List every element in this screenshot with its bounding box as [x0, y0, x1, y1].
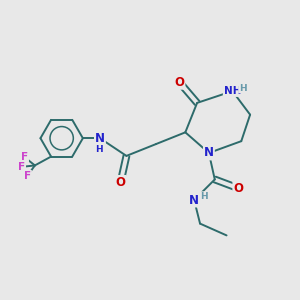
Text: O: O [174, 76, 184, 89]
Text: H: H [95, 145, 103, 154]
Text: NH: NH [224, 86, 241, 96]
Text: F: F [21, 152, 28, 162]
Text: O: O [233, 182, 243, 195]
Text: H: H [239, 84, 247, 93]
Text: O: O [116, 176, 126, 189]
Text: N: N [189, 194, 199, 207]
Text: N: N [204, 146, 214, 159]
Text: F: F [18, 162, 25, 172]
Text: F: F [24, 171, 31, 181]
Text: N: N [95, 132, 105, 145]
Text: H: H [200, 192, 207, 201]
